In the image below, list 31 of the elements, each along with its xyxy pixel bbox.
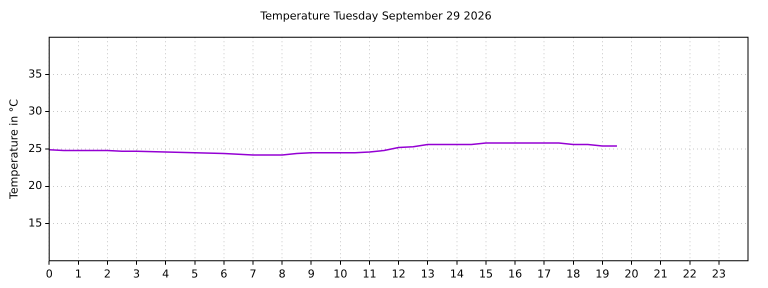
x-tick-label: 11 <box>362 267 376 280</box>
x-tick-label: 6 <box>220 267 228 280</box>
x-tick-label: 1 <box>74 267 82 280</box>
x-tick-label: 21 <box>654 267 668 280</box>
x-tick-label: 9 <box>308 267 315 280</box>
x-tick-label: 5 <box>191 267 198 280</box>
x-tick-label: 14 <box>450 267 464 280</box>
x-tick-label: 0 <box>46 267 53 280</box>
x-tick-label: 15 <box>478 267 493 280</box>
y-tick-label: 15 <box>28 216 42 230</box>
x-tick-label: 23 <box>712 267 726 280</box>
y-tick-label: 25 <box>28 142 42 155</box>
x-tick-label: 22 <box>682 267 697 280</box>
x-tick-label: 17 <box>537 267 552 280</box>
x-tick-label: 8 <box>278 267 286 280</box>
x-tick-label: 7 <box>250 267 257 280</box>
x-tick-label: 18 <box>566 267 580 280</box>
x-tick-label: 12 <box>392 267 406 280</box>
y-tick-label: 35 <box>28 67 42 80</box>
x-tick-label: 13 <box>420 267 435 280</box>
x-tick-label: 2 <box>104 267 111 280</box>
x-tick-label: 20 <box>624 267 639 280</box>
y-axis-title: Temperature in °C <box>7 98 20 200</box>
chart-title: Temperature Tuesday September 29 2026 <box>259 9 492 22</box>
y-tick-label: 30 <box>28 104 42 118</box>
y-tick-label: 20 <box>28 179 42 192</box>
x-tick-label: 10 <box>333 267 348 280</box>
x-tick-label: 16 <box>508 267 522 280</box>
x-tick-label: 19 <box>595 267 610 280</box>
x-tick-label: 3 <box>133 267 140 280</box>
x-tick-label: 4 <box>162 267 170 280</box>
